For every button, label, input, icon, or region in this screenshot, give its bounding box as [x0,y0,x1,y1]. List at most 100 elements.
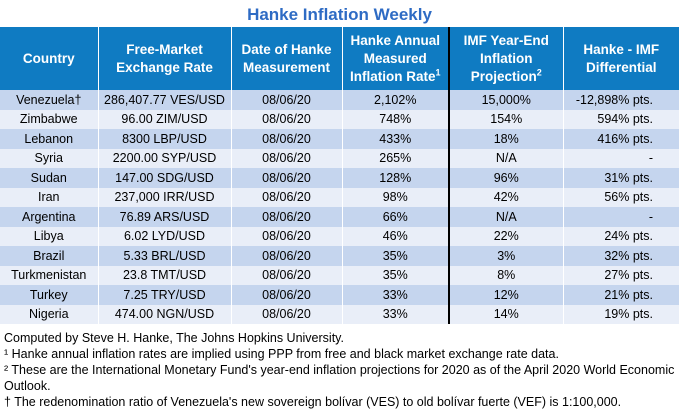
table-row: Argentina 76.89 ARS/USD 08/06/20 66% N/A - [0,207,679,227]
cell-country: Argentina [0,207,99,227]
inflation-table: Country Free-Market Exchange Rate Date o… [0,27,679,324]
cell-hanke-rate: 35% [342,265,450,285]
cell-exchange-rate: 8300 LBP/USD [98,129,232,149]
table-row: Syria 2200.00 SYP/USD 08/06/20 265% N/A - [0,148,679,168]
table-row: Libya 6.02 LYD/USD 08/06/20 46% 22% 24% pts. [0,226,679,246]
cell-date: 08/06/20 [231,168,343,188]
cell-hanke-rate: 33% [342,285,450,305]
cell-differential: 32% pts. [563,246,679,266]
cell-country: Syria [0,148,99,168]
cell-hanke-rate: 2,102% [342,90,450,110]
cell-differential: 31% pts. [563,168,679,188]
footnote-dagger: † The redenomination ratio of Venezuela'… [4,395,622,409]
cell-country: Zimbabwe [0,109,99,129]
cell-imf-projection: 42% [449,187,564,207]
cell-imf-projection: 8% [449,265,564,285]
cell-differential: 24% pts. [563,226,679,246]
header-country: Country [0,27,99,90]
cell-country: Turkey [0,285,99,305]
table-row: Lebanon 8300 LBP/USD 08/06/20 433% 18% 416% p… [0,129,679,149]
cell-imf-projection: 14% [449,304,564,324]
cell-imf-projection: N/A [449,207,564,227]
table-row: Nigeria 474.00 NGN/USD 08/06/20 33% 14% 19% p… [0,304,679,324]
footnote-1: ¹ Hanke annual inflation rates are impli… [4,347,559,361]
cell-country: Lebanon [0,129,99,149]
cell-differential: - [563,148,679,168]
cell-date: 08/06/20 [231,226,343,246]
header-imf-projection: IMF Year-End Inflation Projection2 [449,27,564,90]
header-imf-label: IMF Year-End Inflation Projection [463,32,549,84]
cell-exchange-rate: 286,407.77 VES/USD [98,90,232,110]
table-row: Turkmenistan 23.8 TMT/USD 08/06/20 35% 8% 27%… [0,265,679,285]
cell-hanke-rate: 265% [342,148,450,168]
cell-imf-projection: 3% [449,246,564,266]
cell-exchange-rate: 474.00 NGN/USD [98,304,232,324]
table-row: Brazil 5.33 BRL/USD 08/06/20 35% 3% 32% pts. [0,246,679,266]
cell-exchange-rate: 6.02 LYD/USD [98,226,232,246]
cell-hanke-rate: 46% [342,226,450,246]
cell-exchange-rate: 5.33 BRL/USD [98,246,232,266]
cell-hanke-rate: 33% [342,304,450,324]
cell-imf-projection: 12% [449,285,564,305]
footnote-2: ² These are the International Monetary F… [4,363,675,393]
cell-date: 08/06/20 [231,207,343,227]
header-imf-sup: 2 [536,67,542,77]
header-date: Date of Hanke Measurement [231,27,343,90]
cell-hanke-rate: 128% [342,168,450,188]
cell-imf-projection: 22% [449,226,564,246]
table-row: Venezuela† 286,407.77 VES/USD 08/06/20 2,10… [0,90,679,110]
cell-differential: 19% pts. [563,304,679,324]
cell-imf-projection: N/A [449,148,564,168]
cell-date: 08/06/20 [231,148,343,168]
cell-date: 08/06/20 [231,265,343,285]
cell-imf-projection: 18% [449,129,564,149]
cell-country: Libya [0,226,99,246]
cell-country: Turkmenistan [0,265,99,285]
cell-country: Sudan [0,168,99,188]
cell-country: Brazil [0,246,99,266]
cell-hanke-rate: 433% [342,129,450,149]
cell-exchange-rate: 96.00 ZIM/USD [98,109,232,129]
cell-exchange-rate: 237,000 IRR/USD [98,187,232,207]
cell-date: 08/06/20 [231,90,343,110]
cell-differential: 27% pts. [563,265,679,285]
cell-imf-projection: 154% [449,109,564,129]
table-row: Iran 237,000 IRR/USD 08/06/20 98% 42% 56% pts… [0,187,679,207]
cell-hanke-rate: 748% [342,109,450,129]
cell-date: 08/06/20 [231,109,343,129]
table-row: Sudan 147.00 SDG/USD 08/06/20 128% 96% 31% pt… [0,168,679,188]
cell-exchange-rate: 76.89 ARS/USD [98,207,232,227]
cell-country: Nigeria [0,304,99,324]
header-hanke-rate: Hanke Annual Measured Inflation Rate1 [342,27,450,90]
cell-differential: 56% pts. [563,187,679,207]
cell-exchange-rate: 7.25 TRY/USD [98,285,232,305]
cell-country: Venezuela† [0,90,99,110]
header-exchange-rate: Free-Market Exchange Rate [98,27,232,90]
credit-note: Computed by Steve H. Hanke, The Johns Ho… [4,331,344,345]
header-differential: Hanke - IMF Differential [563,27,679,90]
cell-country: Iran [0,187,99,207]
table-row: Zimbabwe 96.00 ZIM/USD 08/06/20 748% 154% 594… [0,109,679,129]
cell-hanke-rate: 35% [342,246,450,266]
header-row: Country Free-Market Exchange Rate Date o… [0,27,679,90]
cell-differential: 21% pts. [563,285,679,305]
cell-differential: -12,898% pts. [563,90,679,110]
page-title: Hanke Inflation Weekly [247,5,432,24]
footnotes: Computed by Steve H. Hanke, The Johns Ho… [0,324,679,410]
cell-date: 08/06/20 [231,246,343,266]
header-hanke-sup: 1 [435,67,441,77]
cell-date: 08/06/20 [231,304,343,324]
table-row: Turkey 7.25 TRY/USD 08/06/20 33% 12% 21% pts. [0,285,679,305]
cell-exchange-rate: 23.8 TMT/USD [98,265,232,285]
header-hanke-label: Hanke Annual Measured Inflation Rate [349,32,441,84]
cell-exchange-rate: 147.00 SDG/USD [98,168,232,188]
cell-date: 08/06/20 [231,187,343,207]
cell-imf-projection: 96% [449,168,564,188]
cell-date: 08/06/20 [231,129,343,149]
cell-hanke-rate: 66% [342,207,450,227]
cell-differential: - [563,207,679,227]
cell-differential: 416% pts. [563,129,679,149]
cell-hanke-rate: 98% [342,187,450,207]
cell-exchange-rate: 2200.00 SYP/USD [98,148,232,168]
cell-imf-projection: 15,000% [449,90,564,110]
